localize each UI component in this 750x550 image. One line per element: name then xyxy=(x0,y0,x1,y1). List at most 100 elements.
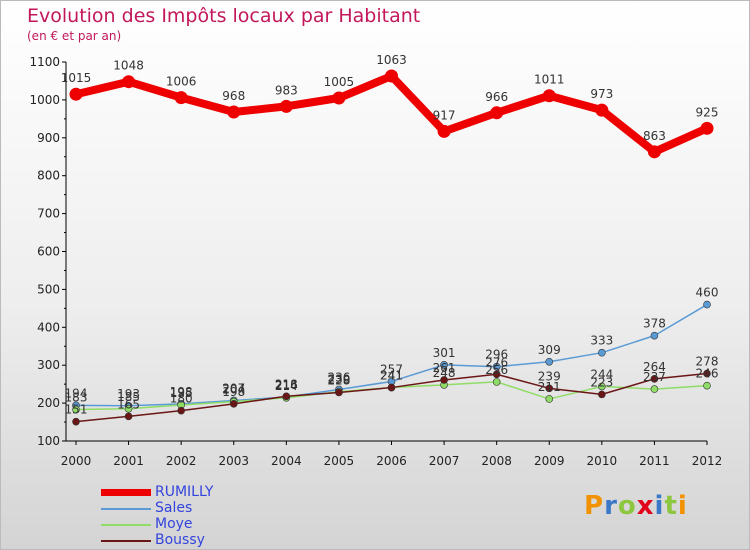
legend-item-boussy: Boussy xyxy=(101,532,261,549)
y-tick-label: 800 xyxy=(37,169,60,183)
data-label: 261 xyxy=(433,361,456,375)
data-label: 917 xyxy=(433,108,456,122)
data-point xyxy=(703,369,711,378)
data-label: 968 xyxy=(222,89,245,103)
data-point xyxy=(335,388,343,397)
data-point xyxy=(440,376,448,384)
data-point xyxy=(650,375,659,383)
data-point xyxy=(703,300,711,309)
x-tick-label: 2012 xyxy=(692,454,723,468)
data-label: 151 xyxy=(65,403,88,417)
data-label: 241 xyxy=(380,369,403,383)
data-label: 246 xyxy=(696,367,719,381)
data-label: 218 xyxy=(275,377,298,391)
logo-letter: i xyxy=(654,491,665,521)
data-label: 244 xyxy=(590,367,613,381)
x-tick-label: 2001 xyxy=(113,454,144,468)
data-label: 207 xyxy=(222,381,245,395)
legend-swatch xyxy=(101,540,151,542)
data-label: 309 xyxy=(538,343,561,357)
data-label: 195 xyxy=(170,386,193,400)
data-label: 241 xyxy=(380,369,403,383)
data-label: 180 xyxy=(170,392,193,406)
y-tick-label: 500 xyxy=(37,282,60,296)
data-label: 248 xyxy=(433,366,456,380)
data-label: 1011 xyxy=(534,73,565,87)
y-tick-label: 100 xyxy=(37,434,60,448)
x-tick-label: 2004 xyxy=(271,454,302,468)
y-tick-label: 200 xyxy=(37,396,60,410)
data-point xyxy=(174,91,188,105)
legend-item-rumilly: RUMILLY xyxy=(101,484,261,501)
data-label: 165 xyxy=(117,397,140,411)
data-point xyxy=(598,348,606,357)
legend-swatch xyxy=(101,489,151,496)
data-label: 301 xyxy=(433,346,456,360)
data-label: 264 xyxy=(643,360,666,374)
x-tick-label: 2010 xyxy=(587,454,618,468)
y-tick-label: 700 xyxy=(37,207,60,221)
x-tick-label: 2011 xyxy=(639,454,670,468)
x-tick-label: 2007 xyxy=(429,454,460,468)
data-point xyxy=(385,69,398,83)
data-point xyxy=(545,357,554,366)
data-label: 256 xyxy=(485,363,508,377)
data-label: 198 xyxy=(222,385,245,399)
data-point xyxy=(437,124,451,138)
data-point xyxy=(229,400,238,408)
data-point xyxy=(545,395,554,403)
data-point xyxy=(440,361,448,369)
x-tick-label: 2005 xyxy=(324,454,355,468)
y-tick-label: 1100 xyxy=(29,55,60,69)
data-label: 216 xyxy=(275,378,298,392)
data-label: 276 xyxy=(485,355,508,369)
y-tick-label: 300 xyxy=(37,358,60,372)
data-label: 1015 xyxy=(61,71,92,85)
legend-label: Moye xyxy=(155,516,193,532)
logo-letter: x xyxy=(636,491,655,521)
x-tick-label: 2006 xyxy=(376,454,407,468)
data-label: 296 xyxy=(485,348,508,362)
data-point xyxy=(492,378,501,386)
data-point xyxy=(69,87,83,101)
data-label: 193 xyxy=(117,387,140,401)
data-point xyxy=(387,383,396,392)
data-label: 973 xyxy=(590,87,613,101)
data-label: 236 xyxy=(327,370,350,384)
data-point xyxy=(124,404,133,413)
data-point xyxy=(72,417,80,426)
x-tick-label: 2008 xyxy=(481,454,512,468)
data-label: 925 xyxy=(696,105,719,119)
x-tick-label: 2002 xyxy=(166,454,197,468)
data-label: 239 xyxy=(538,369,561,383)
data-label: 204 xyxy=(222,383,245,397)
y-tick-label: 900 xyxy=(37,131,60,145)
data-point xyxy=(598,382,606,391)
legend-item-moye: Moye xyxy=(101,516,261,533)
data-point xyxy=(700,121,714,135)
legend-label: Sales xyxy=(155,500,193,516)
data-label: 863 xyxy=(643,129,666,143)
data-label: 966 xyxy=(485,90,508,104)
data-label: 237 xyxy=(643,370,666,384)
data-point xyxy=(542,89,556,103)
data-label: 983 xyxy=(275,83,298,97)
legend-label: Boussy xyxy=(155,532,205,548)
data-label: 333 xyxy=(590,334,613,348)
data-label: 198 xyxy=(170,385,193,399)
x-tick-label: 2000 xyxy=(61,454,92,468)
x-tick-label: 2003 xyxy=(218,454,249,468)
data-point xyxy=(650,385,659,393)
y-tick-label: 600 xyxy=(37,245,60,259)
data-point xyxy=(650,331,659,340)
data-point xyxy=(703,381,711,390)
data-point xyxy=(72,405,80,414)
legend-item-sales: Sales xyxy=(101,500,261,517)
data-point xyxy=(492,370,501,379)
chart-title: Evolution des Impôts locaux par Habitant xyxy=(27,5,421,27)
proxiti-logo: Proxiti xyxy=(584,491,688,521)
data-label: 211 xyxy=(538,380,561,394)
logo-letter: t xyxy=(664,491,678,521)
